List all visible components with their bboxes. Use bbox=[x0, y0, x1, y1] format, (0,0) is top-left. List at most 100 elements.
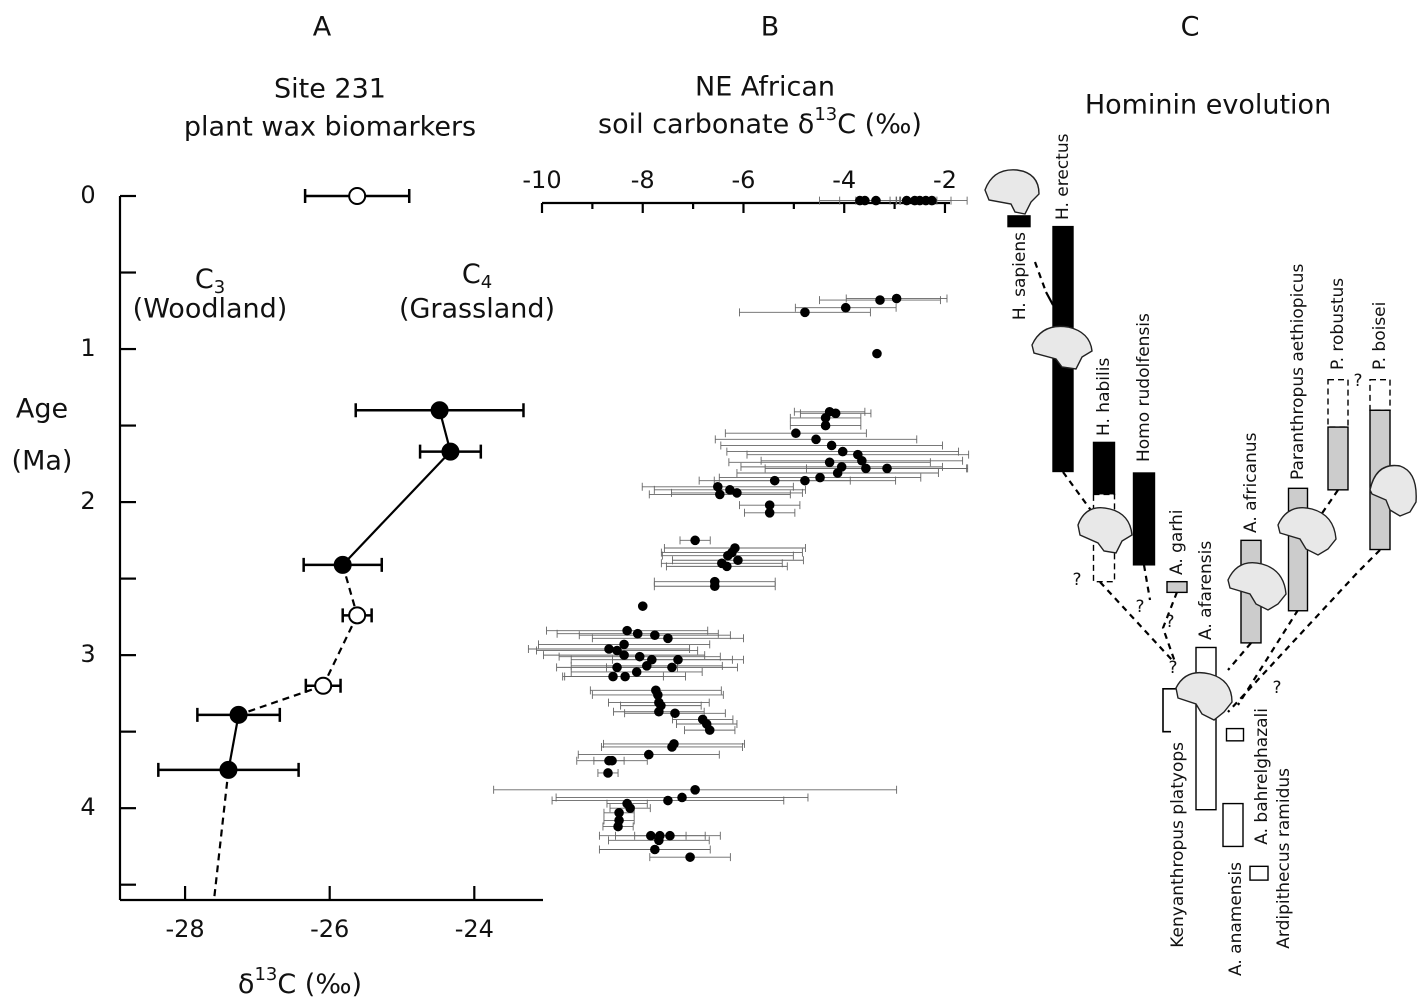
panel-letter: A bbox=[313, 12, 332, 43]
data-point bbox=[643, 749, 654, 760]
data-point bbox=[663, 795, 673, 806]
data-point bbox=[625, 803, 635, 813]
x-axis-label-sup: 13 bbox=[254, 964, 277, 985]
data-point bbox=[857, 455, 867, 466]
data-point bbox=[650, 844, 660, 855]
skull-icon bbox=[1369, 464, 1417, 517]
data-point bbox=[604, 644, 614, 654]
data-point bbox=[800, 475, 810, 486]
data-point bbox=[715, 489, 725, 500]
data-point bbox=[815, 472, 825, 483]
x-tick-label: -8 bbox=[631, 166, 655, 194]
species-range bbox=[1092, 441, 1116, 496]
data-point bbox=[901, 195, 912, 206]
annotation-sub: 4 bbox=[481, 272, 492, 293]
chart-title: soil carbonate δ13C (‰) bbox=[598, 104, 922, 140]
panel-letter: C bbox=[1181, 12, 1200, 43]
data-point bbox=[722, 561, 732, 572]
data-point bbox=[647, 654, 657, 665]
y-tick-label: 0 bbox=[80, 181, 95, 209]
chart-title: NE African bbox=[695, 72, 835, 103]
data-point bbox=[673, 654, 683, 665]
data-point bbox=[631, 667, 642, 677]
species-label: A. africanus bbox=[1241, 432, 1261, 533]
species-range bbox=[1166, 580, 1188, 594]
x-axis-label-part: δ bbox=[238, 969, 255, 1000]
data-point bbox=[670, 708, 680, 719]
data-point bbox=[667, 742, 677, 752]
species-label: A. bahrelghazali bbox=[1252, 708, 1272, 845]
species-label: Paranthropus aethiopicus bbox=[1288, 264, 1308, 480]
data-point bbox=[653, 690, 663, 700]
data-point bbox=[650, 630, 660, 641]
data-point bbox=[229, 705, 248, 724]
chart-title-part: C (‰) bbox=[837, 109, 922, 140]
skull-icon bbox=[1227, 562, 1287, 611]
data-point bbox=[348, 606, 367, 625]
y-axis-label: Age bbox=[16, 394, 68, 425]
x-tick-label: -2 bbox=[933, 166, 957, 194]
data-point bbox=[764, 508, 775, 518]
data-point bbox=[832, 468, 843, 478]
data-point bbox=[704, 725, 715, 735]
trend-line bbox=[322, 614, 359, 687]
data-point bbox=[709, 581, 720, 592]
data-point bbox=[764, 500, 775, 510]
lineage-link bbox=[1045, 291, 1054, 306]
species-label: A. garhi bbox=[1167, 509, 1187, 575]
data-point bbox=[769, 475, 780, 486]
species-label: Homo rudolfensis bbox=[1134, 313, 1154, 462]
x-axis-label-part: C (‰) bbox=[277, 969, 362, 1000]
data-point bbox=[641, 661, 652, 671]
species-range bbox=[1327, 378, 1349, 428]
data-point bbox=[723, 550, 733, 561]
species-range bbox=[1287, 487, 1309, 612]
data-point bbox=[663, 633, 673, 644]
data-point bbox=[732, 488, 742, 498]
x-tick-label: -26 bbox=[310, 915, 349, 943]
data-point bbox=[613, 821, 623, 832]
y-tick-label: 4 bbox=[80, 793, 95, 821]
data-point bbox=[612, 662, 622, 673]
data-point bbox=[632, 628, 643, 639]
chart-title: plant wax biomarkers bbox=[184, 112, 476, 143]
species-label: H. erectus bbox=[1053, 133, 1073, 220]
trend-line bbox=[227, 714, 240, 771]
skull-icon bbox=[1277, 507, 1337, 556]
data-point bbox=[619, 639, 629, 650]
species-label: Kenyanthropus platyops bbox=[1168, 742, 1188, 948]
data-point bbox=[612, 645, 622, 656]
skull-icon bbox=[1077, 507, 1133, 554]
data-point bbox=[685, 852, 695, 862]
data-point bbox=[690, 535, 700, 546]
data-point bbox=[637, 601, 648, 611]
data-point bbox=[677, 792, 687, 803]
question-mark: ? bbox=[1165, 612, 1174, 632]
chart-title: Hominin evolution bbox=[1085, 90, 1331, 121]
skulls bbox=[984, 169, 1417, 721]
data-point bbox=[667, 662, 677, 673]
data-point bbox=[654, 835, 664, 846]
data-point bbox=[690, 785, 700, 795]
species-range bbox=[1162, 688, 1185, 733]
lineage-link bbox=[1161, 591, 1179, 663]
y-tick-label: 3 bbox=[80, 640, 95, 668]
data-point bbox=[314, 676, 333, 695]
species-range bbox=[1195, 646, 1217, 811]
skull-icon bbox=[1031, 325, 1093, 370]
x-axis-label: δ13C (‰) bbox=[238, 964, 362, 1000]
data-point bbox=[820, 420, 831, 431]
annotation-part: C bbox=[462, 259, 481, 290]
trend-line bbox=[341, 450, 452, 566]
data-point bbox=[830, 408, 841, 419]
x-tick-label: -24 bbox=[455, 915, 494, 943]
species-label: A. anamensis bbox=[1226, 862, 1246, 976]
annotation: C4 bbox=[462, 259, 492, 294]
species-label: P. robustus bbox=[1328, 278, 1348, 370]
data-point bbox=[614, 807, 624, 818]
data-point bbox=[219, 760, 238, 779]
skull-icon bbox=[1175, 671, 1233, 721]
lineage-link bbox=[1033, 261, 1048, 293]
